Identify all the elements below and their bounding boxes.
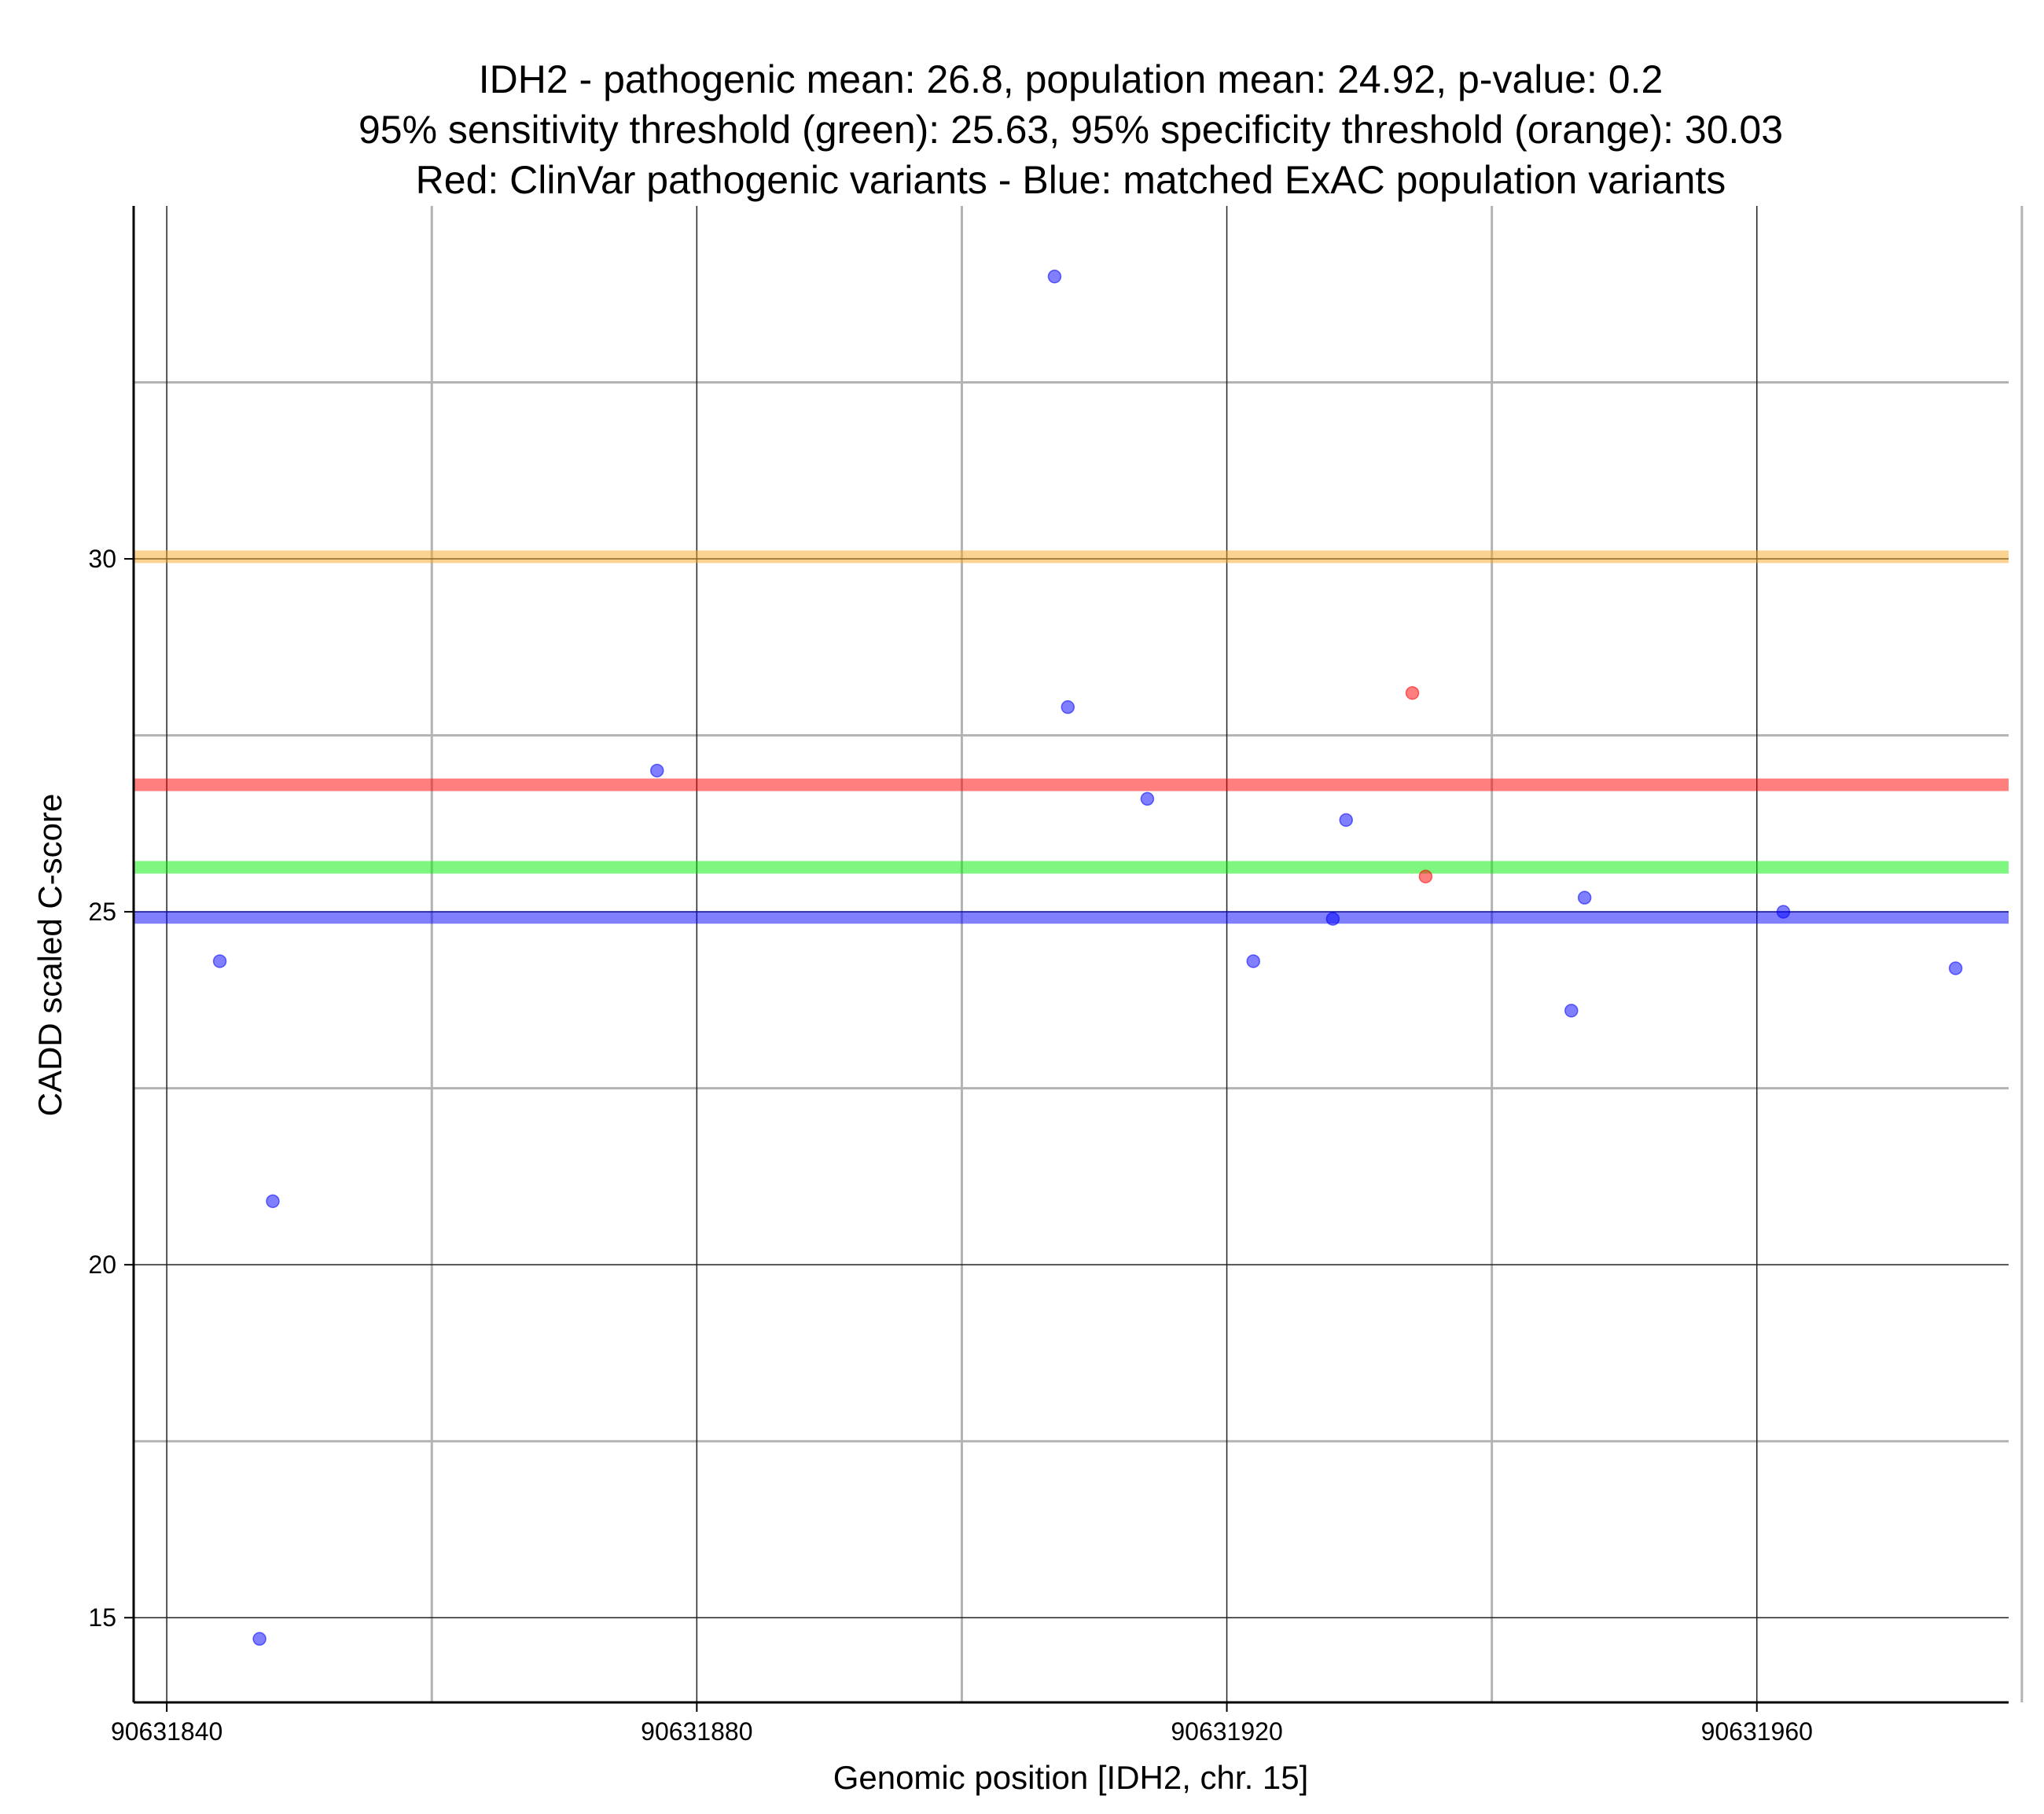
data-point-series-1-5 [1061,700,1075,714]
chart-title-line-3: Red: ClinVar pathogenic variants - Blue:… [416,158,1726,202]
data-point-series-1-11 [1577,890,1592,905]
y-tick-label-3: 30 [88,545,116,573]
data-point-series-0-1 [1418,869,1433,883]
data-point-series-1-7 [1246,954,1261,968]
data-point-series-1-2 [266,1194,280,1209]
data-point-series-1-4 [1047,270,1062,284]
y-tick-label-1: 20 [88,1250,116,1279]
x-tick-label-2: 90631920 [1171,1717,1282,1746]
y-tick-label-2: 25 [88,898,116,926]
data-point-series-1-8 [1325,912,1340,926]
chart-title-line-1: IDH2 - pathogenic mean: 26.8, population… [479,57,1664,101]
data-points [212,270,1963,1646]
y-tick-label-0: 15 [88,1603,116,1632]
y-axis-ticks: 15 20 25 30 [88,545,134,1632]
data-point-series-1-6 [1140,791,1155,806]
x-tick-label-1: 90631880 [641,1717,752,1746]
x-tick-label-0: 90631840 [111,1717,222,1746]
x-axis-title: Genomic position [IDH2, chr. 15] [833,1759,1309,1796]
data-point-series-1-1 [252,1632,267,1646]
y-axis-title: CADD scaled C-score [31,794,68,1117]
x-tick-label-3: 90631960 [1701,1717,1813,1746]
data-point-series-1-0 [212,954,227,968]
data-point-series-1-3 [650,763,664,778]
minor-gridlines [134,206,2024,1702]
x-axis-ticks: 90631840 90631880 90631920 90631960 [111,1702,1813,1746]
reference-lines [134,550,2009,924]
data-point-series-0-0 [1405,685,1420,700]
data-point-series-1-10 [1564,1004,1579,1018]
data-point-series-1-13 [1948,961,1963,975]
data-point-series-1-12 [1776,905,1791,919]
data-point-series-1-9 [1339,813,1353,828]
chart-title-line-2: 95% sensitivity threshold (green): 25.63… [358,108,1783,152]
